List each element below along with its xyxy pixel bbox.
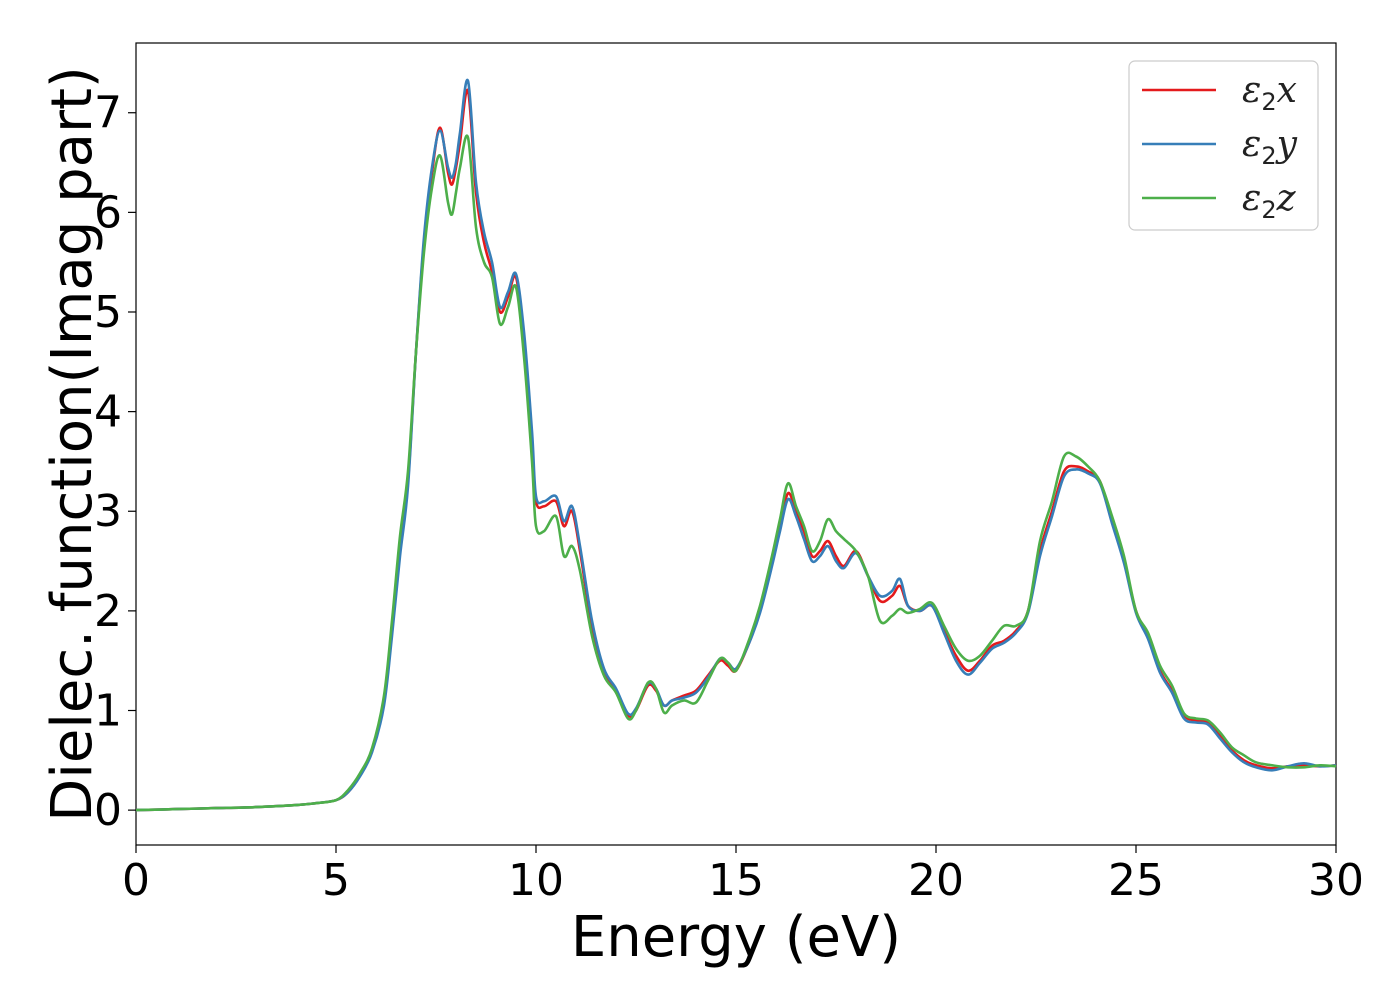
x-tick-label: 15	[708, 855, 764, 906]
y-axis: 0 1 2 3 4 5 6 7	[94, 88, 136, 836]
x-tick-label: 20	[908, 855, 964, 906]
y-tick-label: 2	[94, 586, 122, 637]
series-line-z	[135, 134, 1337, 812]
x-tick-label: 30	[1308, 855, 1364, 906]
legend: ε2x ε2y ε2z	[1128, 60, 1319, 231]
x-axis-title: Energy (eV)	[571, 905, 901, 970]
legend-label-y: ε2y	[1242, 124, 1298, 170]
y-tick-label: 0	[94, 785, 122, 836]
x-tick-label: 25	[1108, 855, 1164, 906]
legend-label-x: ε2x	[1242, 70, 1297, 116]
y-tick-label: 1	[94, 686, 122, 737]
y-tick-label: 6	[94, 187, 122, 238]
y-tick-label: 4	[94, 387, 122, 438]
series-layer	[135, 78, 1337, 812]
y-axis-title: Dielec. function(Imag part)	[40, 66, 105, 822]
y-tick-label: 5	[94, 287, 122, 338]
x-tick-label: 10	[508, 855, 564, 906]
legend-box	[1128, 60, 1319, 231]
x-tick-label: 5	[322, 855, 350, 906]
legend-label-z: ε2z	[1242, 178, 1297, 224]
y-tick-label: 7	[94, 88, 122, 139]
x-axis: 0 5 10 15 20 25 30	[122, 845, 1364, 906]
x-tick-label: 0	[122, 855, 150, 906]
y-tick-label: 3	[94, 486, 122, 537]
